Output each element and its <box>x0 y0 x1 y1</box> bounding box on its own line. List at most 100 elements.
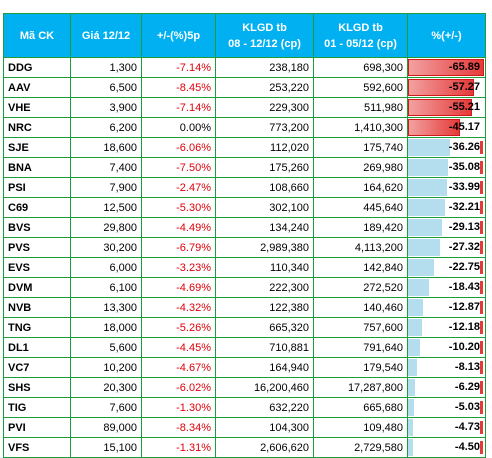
cell-change: -2.47% <box>141 177 216 198</box>
cell-change: -5.26% <box>141 317 216 338</box>
cell-price: 1,300 <box>70 57 142 78</box>
table-row[interactable]: TIG 7,600 -1.30% 632,220 665,680 -5.03 <box>3 397 486 418</box>
cell-volume-previous: 269,980 <box>313 157 408 178</box>
header-price[interactable]: Giá 12/12 <box>70 13 142 58</box>
cell-volume-current: 2,606,620 <box>215 437 314 458</box>
cell-change: -6.79% <box>141 237 216 258</box>
header-volume-current[interactable]: KLGD tb 08 - 12/12 (cp) <box>215 13 314 58</box>
cell-volume-current: 164,940 <box>215 357 314 378</box>
cell-price: 7,900 <box>70 177 142 198</box>
table-row[interactable]: NRC 6,200 0.00% 773,200 1,410,300 -45.17 <box>3 117 486 138</box>
cell-volume-previous: 511,980 <box>313 97 408 118</box>
cell-volume-previous: 17,287,800 <box>313 377 408 398</box>
pct-negative-marker <box>480 201 483 214</box>
table-row[interactable]: DDG 1,300 -7.14% 238,180 698,300 -65.89 <box>3 57 486 78</box>
pct-data-bar <box>408 259 434 276</box>
stock-volume-table: Mã CK Giá 12/12 +/-(%)5p KLGD tb 08 - 12… <box>3 13 486 458</box>
cell-price: 18,600 <box>70 137 142 158</box>
cell-volume-current: 122,380 <box>215 297 314 318</box>
cell-code: DVM <box>3 277 71 298</box>
header-volume-previous-line2: 01 - 05/12 (cp) <box>324 37 397 50</box>
cell-price: 7,400 <box>70 157 142 178</box>
cell-pct-change: -57.27 <box>407 77 486 98</box>
table-row[interactable]: VHE 3,900 -7.14% 229,300 511,980 -55.21 <box>3 97 486 118</box>
cell-code: VFS <box>3 437 71 458</box>
header-change[interactable]: +/-(%)5p <box>141 13 216 58</box>
table-row[interactable]: PVI 89,000 -8.34% 104,300 109,480 -4.73 <box>3 417 486 438</box>
pct-value: -12.87 <box>448 301 480 313</box>
cell-pct-change: -33.99 <box>407 177 486 198</box>
pct-value: -36.26 <box>448 141 480 153</box>
pct-value: -6.29 <box>454 381 480 393</box>
cell-pct-change: -12.87 <box>407 297 486 318</box>
cell-change: -5.30% <box>141 197 216 218</box>
cell-volume-previous: 164,620 <box>313 177 408 198</box>
cell-change: -7.14% <box>141 97 216 118</box>
header-pct-change[interactable]: %(+/-) <box>407 13 486 58</box>
cell-code: NVB <box>3 297 71 318</box>
table-row[interactable]: AAV 6,500 -8.45% 253,220 592,600 -57.27 <box>3 77 486 98</box>
table-row[interactable]: PSI 7,900 -2.47% 108,660 164,620 -33.99 <box>3 177 486 198</box>
table-row[interactable]: C69 12,500 -5.30% 302,100 445,640 -32.21 <box>3 197 486 218</box>
table-row[interactable]: NVB 13,300 -4.32% 122,380 140,460 -12.87 <box>3 297 486 318</box>
table-row[interactable]: DVM 6,100 -4.69% 222,300 272,520 -18.43 <box>3 277 486 298</box>
cell-code: SJE <box>3 137 71 158</box>
cell-volume-current: 710,881 <box>215 337 314 358</box>
cell-pct-change: -22.75 <box>407 257 486 278</box>
cell-pct-change: -35.08 <box>407 157 486 178</box>
pct-negative-marker <box>480 361 483 374</box>
pct-value: -5.03 <box>454 401 480 413</box>
table-row[interactable]: TNG 18,000 -5.26% 665,320 757,600 -12.18 <box>3 317 486 338</box>
pct-value: -4.50 <box>454 441 480 453</box>
cell-change: -4.45% <box>141 337 216 358</box>
cell-volume-current: 16,200,460 <box>215 377 314 398</box>
header-volume-previous[interactable]: KLGD tb 01 - 05/12 (cp) <box>313 13 408 58</box>
pct-value: -33.99 <box>448 181 480 193</box>
cell-volume-current: 238,180 <box>215 57 314 78</box>
pct-value: -4.73 <box>454 421 480 433</box>
table-row[interactable]: BNA 7,400 -7.50% 175,260 269,980 -35.08 <box>3 157 486 178</box>
cell-price: 18,000 <box>70 317 142 338</box>
cell-price: 30,200 <box>70 237 142 258</box>
cell-pct-change: -27.32 <box>407 237 486 258</box>
table-row[interactable]: PVS 30,200 -6.79% 2,989,380 4,113,200 -27.32 <box>3 237 486 258</box>
cell-volume-previous: 445,640 <box>313 197 408 218</box>
cell-pct-change: -32.21 <box>407 197 486 218</box>
cell-volume-previous: 175,740 <box>313 137 408 158</box>
cell-volume-current: 104,300 <box>215 417 314 438</box>
pct-data-bar <box>408 379 415 396</box>
pct-negative-marker <box>480 221 483 234</box>
cell-change: -7.50% <box>141 157 216 178</box>
cell-code: VC7 <box>3 357 71 378</box>
cell-pct-change: -12.18 <box>407 317 486 338</box>
pct-data-bar <box>408 159 448 176</box>
table-row[interactable]: BVS 29,800 -4.49% 134,240 189,420 -29.13 <box>3 217 486 238</box>
table-row[interactable]: EVS 6,000 -3.23% 110,340 142,840 -22.75 <box>3 257 486 278</box>
table-row[interactable]: VC7 10,200 -4.67% 164,940 179,540 -8.13 <box>3 357 486 378</box>
cell-code: SHS <box>3 377 71 398</box>
cell-volume-current: 222,300 <box>215 277 314 298</box>
cell-code: TIG <box>3 397 71 418</box>
table-row[interactable]: VFS 15,100 -1.31% 2,606,620 2,729,580 -4.50 <box>3 437 486 458</box>
cell-code: BVS <box>3 217 71 238</box>
pct-negative-marker <box>480 341 483 354</box>
table-row[interactable]: DL1 5,600 -4.45% 710,881 791,640 -10.20 <box>3 337 486 358</box>
cell-volume-previous: 592,600 <box>313 77 408 98</box>
cell-volume-previous: 179,540 <box>313 357 408 378</box>
pct-data-bar <box>408 339 420 356</box>
pct-value: -55.21 <box>448 101 480 113</box>
cell-price: 6,100 <box>70 277 142 298</box>
cell-code: BNA <box>3 157 71 178</box>
header-code[interactable]: Mã CK <box>3 13 71 58</box>
pct-data-bar <box>408 419 413 436</box>
cell-code: PSI <box>3 177 71 198</box>
pct-value: -8.13 <box>454 361 480 373</box>
cell-volume-previous: 791,640 <box>313 337 408 358</box>
cell-code: C69 <box>3 197 71 218</box>
table-row[interactable]: SJE 18,600 -6.06% 112,020 175,740 -36.26 <box>3 137 486 158</box>
pct-negative-marker <box>480 241 483 254</box>
cell-pct-change: -8.13 <box>407 357 486 378</box>
table-row[interactable]: SHS 20,300 -6.02% 16,200,460 17,287,800 -6.29 <box>3 377 486 398</box>
cell-change: -3.23% <box>141 257 216 278</box>
pct-data-bar <box>408 239 440 256</box>
